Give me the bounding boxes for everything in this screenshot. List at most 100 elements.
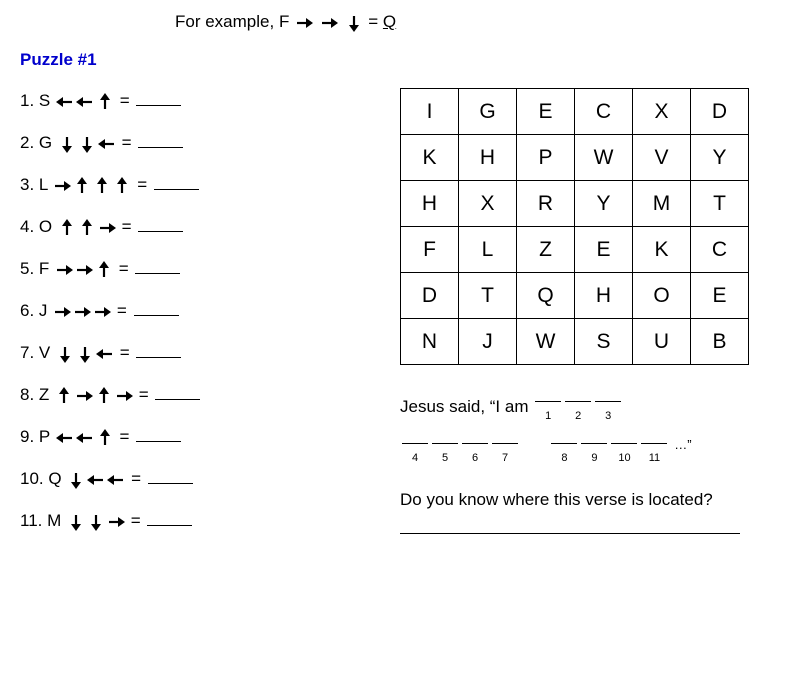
- grid-cell: I: [401, 89, 459, 135]
- example-letter: F: [279, 12, 289, 31]
- grid-cell: U: [633, 319, 691, 365]
- equals-text: =: [131, 511, 146, 530]
- arrow-right-icon: [295, 14, 313, 32]
- clue-start-letter: P: [39, 427, 50, 446]
- grid-cell: B: [691, 319, 749, 365]
- verse-blank[interactable]: 6: [462, 429, 488, 471]
- verse-blank[interactable]: 5: [432, 429, 458, 471]
- arrow-up-icon: [58, 219, 76, 237]
- example-equals: =: [368, 12, 383, 31]
- answer-blank[interactable]: [136, 88, 181, 106]
- grid-cell: F: [401, 227, 459, 273]
- answer-blank[interactable]: [147, 508, 192, 526]
- verse-section: Jesus said, “I am 123 4567 891011 …”: [400, 387, 792, 472]
- answer-blank[interactable]: [155, 382, 200, 400]
- grid-cell: Z: [517, 227, 575, 273]
- verse-blank-number: 2: [565, 403, 591, 429]
- verse-suffix: …”: [674, 437, 691, 452]
- equals-text: =: [119, 259, 134, 278]
- answer-blank[interactable]: [154, 172, 199, 190]
- verse-blank[interactable]: 2: [565, 387, 591, 429]
- verse-blank-number: 8: [551, 445, 577, 471]
- arrow-right-icon: [75, 261, 93, 279]
- equals-text: =: [131, 469, 146, 488]
- arrow-right-icon: [115, 387, 133, 405]
- grid-cell: H: [575, 273, 633, 319]
- clue-row: 9. P =: [20, 424, 350, 447]
- verse-blank[interactable]: 1: [535, 387, 561, 429]
- arrow-right-icon: [98, 219, 116, 237]
- grid-cell: Q: [517, 273, 575, 319]
- clue-start-letter: G: [39, 133, 52, 152]
- verse-blank[interactable]: 4: [402, 429, 428, 471]
- arrow-down-icon: [67, 513, 85, 531]
- verse-blank-number: 1: [535, 403, 561, 429]
- answer-blank[interactable]: [148, 466, 193, 484]
- equals-text: =: [119, 427, 134, 446]
- verse-blank-number: 4: [402, 445, 428, 471]
- arrow-right-icon: [320, 14, 338, 32]
- verse-blank[interactable]: 3: [595, 387, 621, 429]
- grid-cell: V: [633, 135, 691, 181]
- arrow-right-icon: [75, 387, 93, 405]
- clues-column: 1. S = 2. G = 3. L = 4. O = 5. F = 6. J …: [20, 88, 350, 550]
- verse-blank-number: 7: [492, 445, 518, 471]
- clue-number: 11.: [20, 511, 42, 531]
- clue-start-letter: V: [39, 343, 50, 362]
- grid-cell: T: [459, 273, 517, 319]
- arrow-left-icon: [87, 471, 105, 489]
- equals-text: =: [122, 217, 137, 236]
- example-prefix: For example,: [175, 12, 279, 31]
- answer-line[interactable]: [400, 532, 740, 534]
- grid-cell: E: [575, 227, 633, 273]
- grid-cell: Y: [575, 181, 633, 227]
- grid-cell: C: [691, 227, 749, 273]
- clue-row: 10. Q =: [20, 466, 350, 489]
- verse-blank-number: 10: [611, 445, 637, 471]
- arrow-up-icon: [96, 429, 114, 447]
- arrow-up-icon: [96, 93, 114, 111]
- clue-start-letter: M: [47, 511, 61, 530]
- answer-blank[interactable]: [134, 298, 179, 316]
- arrow-left-icon: [96, 345, 114, 363]
- grid-cell: C: [575, 89, 633, 135]
- clue-row: 6. J =: [20, 298, 350, 321]
- verse-blank[interactable]: 10: [611, 429, 637, 471]
- verse-blank[interactable]: 8: [551, 429, 577, 471]
- verse-blank[interactable]: 9: [581, 429, 607, 471]
- arrow-up-icon: [113, 177, 131, 195]
- answer-blank[interactable]: [138, 214, 183, 232]
- arrow-left-icon: [76, 93, 94, 111]
- arrow-up-icon: [73, 177, 91, 195]
- equals-text: =: [120, 343, 135, 362]
- grid-cell: R: [517, 181, 575, 227]
- arrow-down-icon: [345, 14, 363, 32]
- clue-start-letter: S: [39, 91, 50, 110]
- arrow-left-icon: [107, 471, 125, 489]
- clue-row: 11. M =: [20, 508, 350, 531]
- grid-cell: S: [575, 319, 633, 365]
- location-question: Do you know where this verse is located?: [400, 490, 792, 510]
- answer-blank[interactable]: [136, 424, 181, 442]
- verse-blank[interactable]: 11: [641, 429, 667, 471]
- answer-blank[interactable]: [136, 340, 181, 358]
- arrow-up-icon: [95, 387, 113, 405]
- puzzle-title: Puzzle #1: [20, 50, 792, 70]
- answer-blank[interactable]: [135, 256, 180, 274]
- arrow-up-icon: [78, 219, 96, 237]
- verse-blank[interactable]: 7: [492, 429, 518, 471]
- grid-cell: K: [633, 227, 691, 273]
- grid-cell: E: [517, 89, 575, 135]
- clue-number: 2.: [20, 133, 34, 153]
- grid-cell: X: [459, 181, 517, 227]
- grid-cell: L: [459, 227, 517, 273]
- clue-number: 5.: [20, 259, 34, 279]
- arrow-right-icon: [73, 303, 91, 321]
- answer-blank[interactable]: [138, 130, 183, 148]
- arrow-right-icon: [55, 261, 73, 279]
- grid-cell: T: [691, 181, 749, 227]
- clue-row: 3. L =: [20, 172, 350, 195]
- arrow-up-icon: [93, 177, 111, 195]
- arrow-down-icon: [76, 345, 94, 363]
- grid-cell: M: [633, 181, 691, 227]
